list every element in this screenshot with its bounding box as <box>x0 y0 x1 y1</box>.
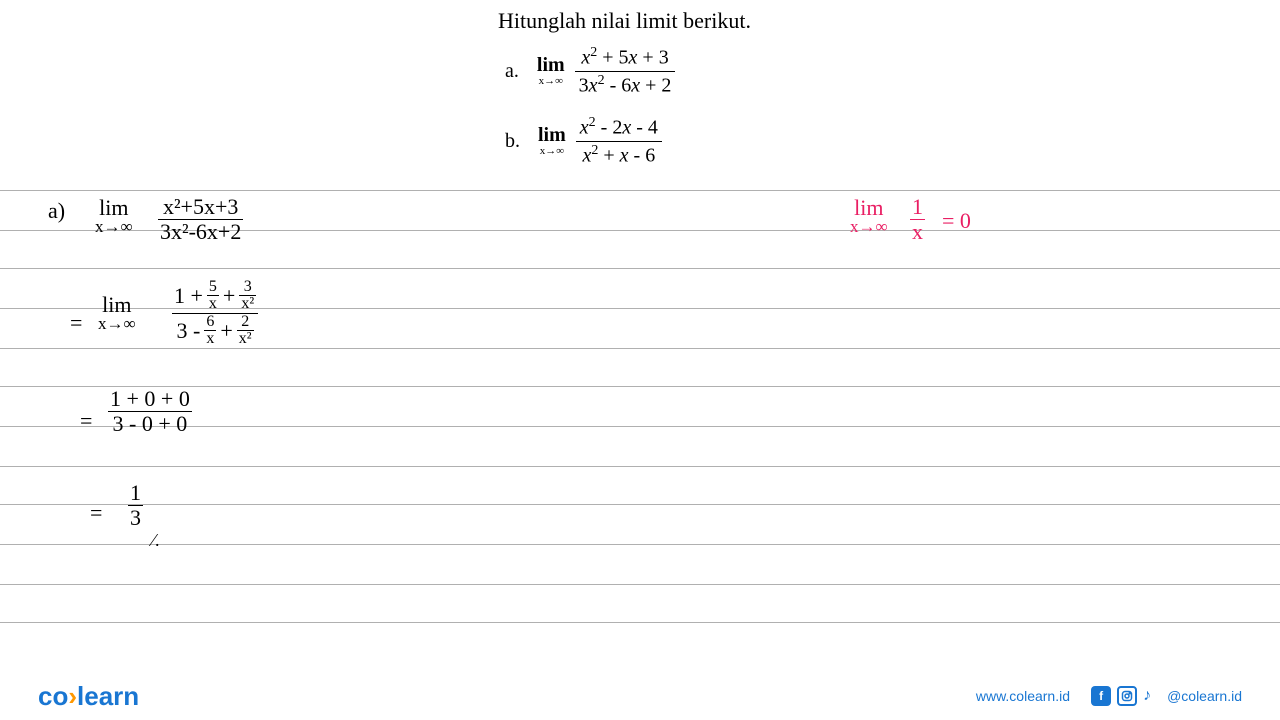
lined-paper: a) lim x→∞ x²+5x+3 3x²-6x+2 = lim x→∞ 1 … <box>0 190 1280 630</box>
problem-title: Hitunglah nilai limit berikut. <box>498 8 751 34</box>
fraction-b: x2 - 2x - 4 x2 + x - 6 <box>576 115 662 167</box>
rule-line <box>0 348 1280 349</box>
rule-line <box>0 386 1280 387</box>
limit-notation: lim x→∞ <box>537 55 565 87</box>
rule-line <box>0 190 1280 191</box>
hw-step2-lim: lim x→∞ <box>98 295 136 332</box>
rule-line <box>0 584 1280 585</box>
hw-eq4: = <box>90 500 102 526</box>
hw-step1-label: a) <box>48 198 65 224</box>
hw-step1-frac: x²+5x+3 3x²-6x+2 <box>158 196 243 243</box>
hw-step4-frac: 1 3 <box>128 482 143 529</box>
limit-expression-b: lim x→∞ x2 - 2x - 4 x2 + x - 6 <box>538 115 662 167</box>
hw-note-eq: = 0 <box>942 208 971 234</box>
tiktok-icon[interactable]: ♪ <box>1143 687 1161 705</box>
problem-item-b: b. lim x→∞ x2 - 2x - 4 x2 + x - 6 <box>505 115 662 167</box>
hw-step3-frac: 1 + 0 + 0 3 - 0 + 0 <box>108 388 192 435</box>
limit-notation: lim x→∞ <box>538 125 566 157</box>
hw-eq3: = <box>80 408 92 434</box>
rule-line <box>0 466 1280 467</box>
logo: co›learn <box>38 681 139 712</box>
fraction-a: x2 + 5x + 3 3x2 - 6x + 2 <box>575 45 676 97</box>
rule-line <box>0 268 1280 269</box>
hw-step4-mark: ⁄. <box>152 530 160 551</box>
item-label-b: b. <box>505 130 520 153</box>
limit-expression-a: lim x→∞ x2 + 5x + 3 3x2 - 6x + 2 <box>537 45 676 97</box>
logo-dot-icon: › <box>68 681 77 711</box>
hw-step2-frac: 1 + 5x + 3x² 3 - 6x + 2x² <box>172 280 258 347</box>
instagram-icon[interactable] <box>1117 686 1137 706</box>
problem-item-a: a. lim x→∞ x2 + 5x + 3 3x2 - 6x + 2 <box>505 45 675 97</box>
website-link[interactable]: www.colearn.id <box>976 688 1070 704</box>
socials: f ♪ @colearn.id <box>1091 686 1242 706</box>
hw-step1-lim: lim x→∞ <box>95 198 133 235</box>
hw-note-lim: lim x→∞ <box>850 198 888 235</box>
rule-line <box>0 504 1280 505</box>
facebook-icon[interactable]: f <box>1091 686 1111 706</box>
hw-eq2: = <box>70 310 82 336</box>
item-label-a: a. <box>505 60 519 83</box>
rule-line <box>0 622 1280 623</box>
rule-line <box>0 544 1280 545</box>
hw-note-frac: 1 x <box>910 196 925 243</box>
rule-line <box>0 426 1280 427</box>
social-handle: @colearn.id <box>1167 688 1242 704</box>
